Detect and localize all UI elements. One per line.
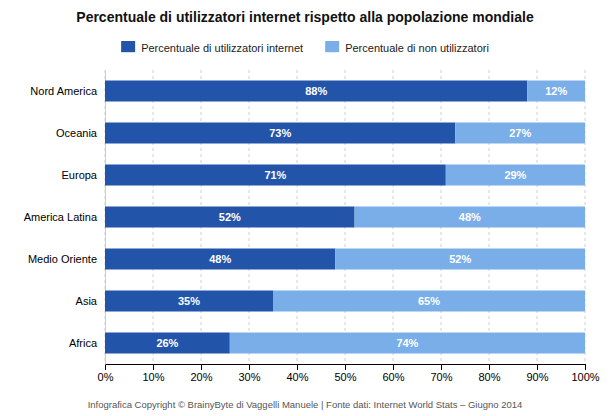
- bar: [273, 291, 585, 312]
- data-label: 48%: [459, 211, 481, 223]
- data-label: 26%: [156, 337, 178, 349]
- data-label: 73%: [269, 127, 291, 139]
- y-tick-label: Nord America: [30, 85, 98, 97]
- x-tick: 50%: [334, 364, 356, 383]
- chart: Percentuale di utilizzatori internet ris…: [0, 0, 610, 416]
- x-tick-mark: [585, 364, 586, 370]
- x-tick-mark: [489, 364, 490, 370]
- legend-label: Percentuale di utilizzatori internet: [141, 42, 303, 54]
- legend-label: Percentuale di non utilizzatori: [345, 42, 489, 54]
- x-tick: 20%: [190, 364, 212, 383]
- legend: Percentuale di utilizzatori internet Perc…: [121, 41, 489, 54]
- x-tick-label: 10%: [142, 371, 164, 383]
- x-tick-label: 60%: [382, 371, 404, 383]
- y-tick: Europa: [62, 169, 105, 181]
- y-tick: Africa: [69, 337, 105, 349]
- y-tick-label: Oceania: [56, 127, 98, 139]
- x-tick-mark: [297, 364, 298, 370]
- y-tick-label: Africa: [69, 337, 98, 349]
- x-tick: 60%: [382, 364, 404, 383]
- data-label: 35%: [178, 295, 200, 307]
- legend-item: Percentuale di non utilizzatori: [325, 41, 489, 54]
- bar: [105, 81, 527, 102]
- y-tick-label: Medio Oriente: [28, 253, 97, 265]
- x-tick-label: 100%: [571, 371, 599, 383]
- plot: 0% 10% 20% 30% 40% 50% 60% 70% 80% 90% 100% Nord Am…: [24, 70, 600, 383]
- x-tick-mark: [249, 364, 250, 370]
- x-tick-label: 90%: [526, 371, 548, 383]
- data-label: 48%: [209, 253, 231, 265]
- data-label: 65%: [418, 295, 440, 307]
- x-tick-mark: [201, 364, 202, 370]
- x-tick: 70%: [430, 364, 452, 383]
- y-axis: Nord America Oceania Europa America Latina M…: [24, 71, 106, 365]
- x-tick-mark: [345, 364, 346, 370]
- y-tick: Medio Oriente: [28, 253, 105, 265]
- grid: [105, 70, 585, 364]
- bars: [105, 81, 585, 354]
- x-tick: 100%: [571, 364, 599, 383]
- x-tick-mark: [537, 364, 538, 370]
- x-tick-mark: [393, 364, 394, 370]
- data-label: 12%: [545, 85, 567, 97]
- data-label: 88%: [305, 85, 327, 97]
- legend-swatch: [325, 41, 339, 52]
- data-label: 27%: [509, 127, 531, 139]
- y-tick: America Latina: [24, 211, 105, 223]
- x-tick-label: 80%: [478, 371, 500, 383]
- x-tick: 0%: [98, 364, 114, 383]
- x-tick-mark: [441, 364, 442, 370]
- y-tick-label: Europa: [62, 169, 98, 181]
- y-tick: Asia: [76, 295, 105, 307]
- x-tick-label: 40%: [286, 371, 308, 383]
- y-tick: Oceania: [56, 127, 105, 139]
- data-label: 74%: [396, 337, 418, 349]
- bar: [355, 207, 585, 228]
- footnote: Infografica Copyright © BrainyByte di Va…: [88, 399, 523, 410]
- bar: [335, 249, 585, 270]
- data-label: 52%: [219, 211, 241, 223]
- title: Percentuale di utilizzatori internet ris…: [76, 9, 534, 25]
- y-tick-label: Asia: [76, 295, 98, 307]
- bar: [105, 249, 335, 270]
- bar: [105, 207, 355, 228]
- bar: [105, 333, 230, 354]
- legend-swatch: [121, 41, 135, 52]
- bar: [230, 333, 585, 354]
- x-tick: 30%: [238, 364, 260, 383]
- data-label: 71%: [264, 169, 286, 181]
- y-tick-label: America Latina: [24, 211, 98, 223]
- x-tick-mark: [153, 364, 154, 370]
- bar: [105, 165, 446, 186]
- bar: [446, 165, 585, 186]
- x-tick: 90%: [526, 364, 548, 383]
- x-tick-label: 20%: [190, 371, 212, 383]
- bar: [455, 123, 585, 144]
- bar: [105, 123, 455, 144]
- x-tick: 10%: [142, 364, 164, 383]
- x-tick-mark: [105, 364, 106, 370]
- data-labels: 88% 73% 71% 52% 48% 35% 26% 12% 27% 29% 48% 52% 65% 7…: [156, 85, 567, 349]
- legend-item: Percentuale di utilizzatori internet: [121, 41, 303, 54]
- x-axis-line: [106, 365, 586, 371]
- bar: [527, 81, 585, 102]
- x-tick-label: 70%: [430, 371, 452, 383]
- x-tick: 80%: [478, 364, 500, 383]
- x-tick-label: 50%: [334, 371, 356, 383]
- bar: [105, 291, 273, 312]
- x-tick-label: 30%: [238, 371, 260, 383]
- y-tick: Nord America: [30, 85, 105, 97]
- data-label: 52%: [449, 253, 471, 265]
- data-label: 29%: [504, 169, 526, 181]
- x-tick: 40%: [286, 364, 308, 383]
- x-tick-label: 0%: [98, 371, 114, 383]
- x-axis: 0% 10% 20% 30% 40% 50% 60% 70% 80% 90% 100%: [98, 364, 600, 383]
